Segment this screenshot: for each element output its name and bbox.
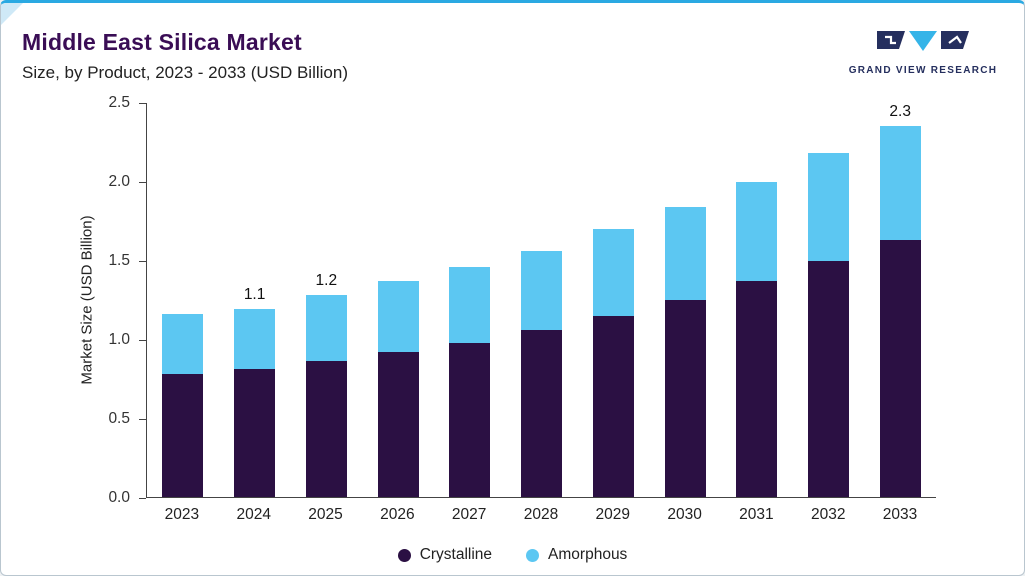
bar-segment-amorphous [377, 281, 419, 353]
x-tick-label: 2032 [810, 506, 846, 523]
bar-segment-amorphous [736, 181, 778, 282]
x-tick-label: 2027 [451, 506, 487, 523]
y-axis: 0.0 0.5 1.0 1.5 2.0 2.5 [96, 94, 146, 506]
bar-segment-crystalline [377, 352, 419, 497]
x-tick-label: 2025 [308, 506, 343, 523]
stacked-bar-2024: 1.1 [234, 103, 276, 497]
bar-segment-crystalline [736, 281, 778, 497]
gvr-logo-text: GRAND VIEW RESEARCH [848, 65, 998, 76]
chart-header: Middle East Silica Market Size, by Produ… [22, 29, 348, 83]
y-tick-label: 0.0 [108, 489, 130, 506]
y-tick: 2.5 [108, 94, 146, 112]
bar-segment-crystalline [879, 239, 921, 497]
x-tick-label: 2024 [236, 506, 271, 523]
y-tick: 1.5 [108, 252, 146, 270]
bar-segment-crystalline [592, 315, 634, 497]
plot-area: 1.1 1.2 2.3 [146, 103, 936, 498]
bar-slot [362, 103, 434, 497]
bar-value-label: 2.3 [889, 103, 911, 120]
chart-legend: Crystalline Amorphous [1, 546, 1024, 564]
grand-view-research-logo: GRAND VIEW RESEARCH [848, 29, 998, 76]
legend-dot [397, 548, 411, 562]
bar-value-label: 1.1 [243, 286, 266, 304]
bar-segment-crystalline [234, 369, 276, 497]
stacked-bar-2030 [664, 103, 706, 497]
stacked-bar-2023 [162, 103, 204, 497]
bar-segment-amorphous [807, 153, 849, 261]
x-tick-label: 2023 [164, 506, 200, 523]
legend-label: Amorphous [548, 546, 628, 563]
bar-segment-amorphous [449, 266, 491, 343]
y-tick: 0.5 [108, 410, 146, 428]
chart-title: Middle East Silica Market [22, 29, 302, 55]
bars-row: 1.1 1.2 2.3 [147, 103, 936, 497]
y-tick-label: 2.5 [108, 94, 130, 111]
x-tick-label: 2028 [523, 506, 559, 523]
y-tick: 0.0 [108, 489, 146, 507]
bar-slot [793, 103, 865, 497]
y-tick-label: 1.0 [108, 331, 130, 348]
bar-slot [147, 103, 219, 497]
bar-slot [649, 103, 721, 497]
y-tick-mark [139, 181, 146, 183]
bar-segment-crystalline [664, 300, 706, 497]
stacked-bar-2029 [592, 103, 634, 497]
stacked-bar-2032 [807, 103, 849, 497]
x-tick-label: 2026 [380, 506, 415, 523]
legend-item-crystalline: Crystalline [397, 546, 493, 564]
bar-segment-amorphous [592, 229, 634, 316]
y-tick: 2.0 [108, 173, 146, 191]
stacked-bar-2028 [521, 103, 563, 497]
x-tick-label: 2031 [739, 506, 774, 523]
x-tick-label: 2033 [882, 506, 918, 523]
bar-segment-amorphous [234, 309, 276, 370]
bar-segment-crystalline [305, 361, 347, 497]
y-tick-label: 1.5 [108, 252, 130, 269]
bar-segment-crystalline [521, 329, 563, 497]
legend-item-amorphous: Amorphous [526, 546, 627, 564]
bar-segment-crystalline [162, 374, 204, 497]
x-tick-label: 2029 [595, 506, 631, 523]
y-tick-label: 2.0 [108, 173, 130, 190]
legend-label: Crystalline [419, 546, 493, 563]
bar-slot [506, 103, 578, 497]
bar-segment-amorphous [664, 207, 706, 300]
stacked-bar-2033: 2.3 [879, 103, 921, 497]
bar-value-label: 1.2 [315, 272, 338, 290]
y-axis-title: Market Size (USD Billion) [78, 215, 96, 385]
bar-slot [434, 103, 506, 497]
y-tick-mark [139, 260, 146, 262]
x-axis-labels: 2023 2024 2025 2026 2027 2028 2029 2030 2031 2032… [146, 506, 936, 524]
bar-segment-crystalline [807, 260, 849, 497]
y-tick-mark [139, 339, 146, 341]
stacked-bar-2027 [449, 103, 491, 497]
y-tick-mark [139, 102, 146, 104]
bar-segment-amorphous [521, 251, 563, 330]
corner-accent-shape [1, 3, 23, 25]
y-tick-label: 0.5 [108, 410, 130, 427]
bar-slot [577, 103, 649, 497]
legend-dot [526, 548, 540, 562]
stacked-bar-2025: 1.2 [305, 103, 347, 497]
stacked-bar-2026 [377, 103, 419, 497]
bar-segment-amorphous [305, 295, 347, 362]
bar-slot: 1.2 [290, 103, 362, 497]
bar-segment-amorphous [162, 314, 204, 375]
bar-slot: 1.1 [219, 103, 291, 497]
y-tick-mark [139, 418, 146, 420]
stacked-bar-2031 [736, 103, 778, 497]
x-tick-label: 2030 [667, 506, 702, 523]
bar-slot: 2.3 [864, 103, 936, 497]
gvr-logo-icon [877, 31, 969, 51]
y-tick: 1.0 [108, 331, 146, 349]
bar-slot [721, 103, 793, 497]
chart-subtitle: Size, by Product, 2023 - 2033 (USD Billi… [22, 63, 348, 82]
bar-segment-amorphous [879, 126, 921, 240]
y-tick-mark [139, 497, 146, 499]
bar-segment-crystalline [449, 342, 491, 497]
